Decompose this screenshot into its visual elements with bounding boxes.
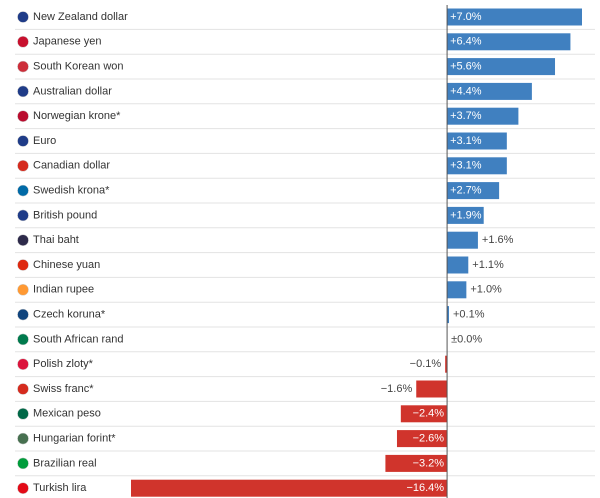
bar <box>447 33 571 51</box>
bar <box>447 157 507 175</box>
flag-icon <box>17 135 29 147</box>
flag-icon <box>17 160 29 172</box>
value-label: −1.6% <box>381 383 413 395</box>
value-label: +3.1% <box>450 135 482 147</box>
flag-icon <box>17 358 29 370</box>
category-label: British pound <box>33 209 97 221</box>
value-label: +3.1% <box>450 160 482 172</box>
flag-icon <box>17 284 29 296</box>
bar <box>416 380 448 398</box>
category-label: Hungarian forint* <box>33 433 116 445</box>
category-label: Polish zloty* <box>33 358 94 370</box>
bar <box>447 231 478 249</box>
flag-icon <box>17 184 29 197</box>
value-label: −0.1% <box>410 358 442 370</box>
category-label: Czech koruna* <box>33 309 106 321</box>
bar <box>447 306 450 324</box>
category-label: Thai baht <box>33 234 79 246</box>
value-label: −2.4% <box>413 408 445 420</box>
value-label: +1.9% <box>450 209 482 221</box>
bar <box>447 281 467 299</box>
category-label: Australian dollar <box>33 85 112 97</box>
category-label: Swiss franc* <box>33 383 94 395</box>
bar <box>447 8 582 26</box>
bar <box>447 107 519 125</box>
flag-icon <box>17 408 29 420</box>
category-label: New Zealand dollar <box>33 11 128 23</box>
bar <box>131 479 448 497</box>
flag-icon <box>17 234 29 246</box>
value-label: +0.1% <box>453 309 485 321</box>
category-label: Japanese yen <box>33 36 102 48</box>
flag-icon <box>17 333 29 346</box>
category-label: Indian rupee <box>33 284 94 296</box>
bar <box>447 182 500 200</box>
value-label: +7.0% <box>450 11 482 23</box>
bar <box>447 132 507 150</box>
category-label: South African rand <box>33 333 124 345</box>
value-label: +2.7% <box>450 185 482 197</box>
value-label: −16.4% <box>406 482 444 494</box>
value-label: +6.4% <box>450 36 482 48</box>
bar <box>447 206 484 224</box>
bar <box>385 454 448 472</box>
category-label: Swedish krona* <box>33 185 110 197</box>
category-label: Brazilian real <box>33 457 97 469</box>
category-label: Canadian dollar <box>33 160 110 172</box>
value-label: −3.2% <box>413 457 445 469</box>
category-label: Turkish lira <box>33 482 87 494</box>
bar <box>447 256 469 274</box>
bar <box>396 430 448 448</box>
flag-icon <box>17 36 29 48</box>
bar <box>447 58 556 76</box>
flag-icon <box>17 482 29 494</box>
flag-icon <box>17 85 29 98</box>
flag-icon <box>17 11 29 23</box>
category-label: Norwegian krone* <box>33 110 121 122</box>
category-label: Chinese yuan <box>33 259 100 271</box>
flag-icon <box>17 110 29 122</box>
value-label: +5.6% <box>450 61 482 73</box>
flag-icon <box>17 457 29 470</box>
value-label: +1.6% <box>482 234 514 246</box>
flag-icon <box>17 209 29 222</box>
value-label: +3.7% <box>450 110 482 122</box>
value-label: +4.4% <box>450 85 482 97</box>
value-label: −2.6% <box>413 433 445 445</box>
category-label: Mexican peso <box>33 408 101 420</box>
category-label: Euro <box>33 135 56 147</box>
flag-icon <box>17 383 29 395</box>
value-label: +1.0% <box>470 284 502 296</box>
flag-icon <box>17 432 29 445</box>
flag-icon <box>17 259 29 271</box>
flag-icon <box>17 308 29 321</box>
category-label: South Korean won <box>33 61 124 73</box>
flag-icon <box>17 60 29 73</box>
bar <box>445 355 448 373</box>
bar <box>447 82 532 100</box>
value-label: ±0.0% <box>451 333 482 345</box>
value-label: +1.1% <box>472 259 504 271</box>
bar <box>400 405 448 423</box>
